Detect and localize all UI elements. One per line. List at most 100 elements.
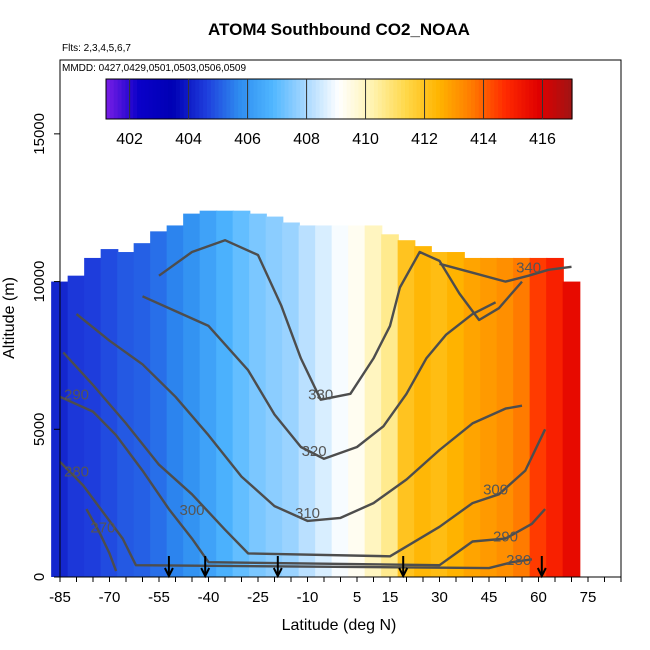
colorbar-swatch [109,79,115,119]
colorbar-swatch [420,79,426,119]
colorbar-swatch [113,79,119,119]
co2-column-20 [397,240,416,577]
colorbar-swatch [397,79,402,119]
co2-column--20 [265,216,284,577]
contour-label-310-3: 310 [295,505,320,522]
colorbar-swatch [195,79,200,119]
colorbar-swatch [346,79,352,119]
colorbar-frame [105,78,573,120]
contour-label-340-0: 340 [516,260,541,277]
potential-temperature-contours: 340 330 320 310 300 290 280 270 300 290 280 [59,239,572,572]
colorbar-swatch [416,79,422,119]
co2-column--80 [67,275,86,577]
colorbar-swatch [366,79,371,119]
colorbar-swatch [443,79,449,119]
colorbar-swatch [241,79,247,119]
arrow-head-19 [398,567,409,579]
colorbar-swatch [544,79,550,119]
colorbar-swatch [502,79,507,119]
x-tick-label-15: 15 [382,589,399,606]
colorbar-swatch [226,79,231,119]
co2-column-50 [496,257,515,577]
x-tick-label--70: -70 [99,589,121,606]
colorbar-swatch [339,79,344,119]
colorbar-swatch [172,79,177,119]
co2-column--55 [150,231,168,577]
colorbar-swatch [568,79,573,119]
colorbar-swatch [187,79,193,119]
colorbar-swatch [117,79,123,119]
colorbar-swatch [509,79,515,119]
colorbar-swatch [494,79,499,119]
colorbar-swatch [284,79,290,119]
co2-column-30 [430,252,449,577]
colorbar-swatch [269,79,274,119]
colorbar-label-412: 412 [411,131,438,148]
colorbar-label-416: 416 [529,131,556,148]
colorbar-swatch [385,79,391,119]
x-axis-label: Latitude (deg N) [282,617,397,634]
colorbar-swatch [564,79,569,119]
colorbar-swatch [164,79,169,119]
colorbar-swatch [106,79,111,119]
colorbar-swatch [125,79,130,119]
x-tick-label-5: 5 [353,589,361,606]
colorbar-swatch [222,79,227,119]
flight-arrows [164,556,547,579]
colorbar-swatch [179,79,185,119]
colorbar-swatch [331,79,336,119]
colorbar-swatch [451,79,457,119]
colorbar-swatch [319,79,325,119]
colorbar-swatch [152,79,158,119]
contour-290 [59,395,546,567]
colorbar-swatch [436,79,441,119]
co2-column-60 [529,257,548,577]
colorbar-swatch [455,79,460,119]
colorbar-swatch [288,79,293,119]
colorbar-swatch [234,79,239,119]
colorbar-swatch [540,79,546,119]
co2-column-15 [381,234,399,577]
co2-column--75 [84,257,102,577]
colorbar-swatch [191,79,196,119]
y-tick-label-5000: 5000 [31,413,48,446]
colorbar-swatch [203,79,208,119]
co2-column--35 [216,210,234,577]
colorbar-swatch [401,79,406,119]
contour-label-280-10: 280 [506,552,531,569]
colorbar-swatch [498,79,503,119]
colorbar-swatch [327,79,332,119]
flights-label: Flts: 2,3,4,5,6,7 [62,43,131,54]
x-tick-label-75: 75 [580,589,597,606]
y-tick-label-10000: 10000 [31,261,48,303]
colorbar-swatch [272,79,278,119]
contour-label-330-1: 330 [308,387,333,404]
y-axis-label: Altitude (m) [1,277,18,359]
colorbar-swatch [265,79,270,119]
colorbar-swatch [471,79,476,119]
colorbar-swatch [533,79,538,119]
colorbar-swatch [156,79,161,119]
colorbar-swatch [214,79,220,119]
colorbar-swatch [439,79,445,119]
colorbar-swatch [432,79,437,119]
colorbar-swatch [412,79,418,119]
colorbar-swatch [505,79,511,119]
colorbar-swatch [474,79,480,119]
colorbar-swatch [517,79,523,119]
x-tick-label-30: 30 [431,589,448,606]
x-tick-label-60: 60 [530,589,547,606]
x-tick-label--40: -40 [198,589,220,606]
colorbar-swatch [408,79,414,119]
colorbar-swatch [525,79,530,119]
colorbar-swatch [548,79,554,119]
colorbar-swatch [206,79,212,119]
colorbar-swatch [261,79,266,119]
colorbar-swatch [447,79,453,119]
contour-label-300-4: 300 [483,481,508,498]
colorbar-swatch [230,79,235,119]
colorbar-swatch [350,79,356,119]
colorbar-label-404: 404 [175,131,202,148]
colorbar-swatch [280,79,286,119]
colorbar-swatch [335,79,340,119]
